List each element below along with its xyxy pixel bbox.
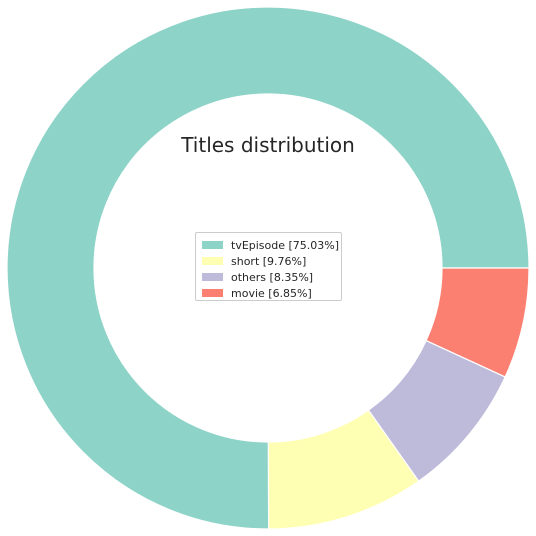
slice-tvepisode [6, 6, 530, 530]
legend-label-short: short [9.76%] [231, 254, 307, 268]
chart-title: Titles distribution [181, 133, 355, 157]
legend-item-short: short [9.76%] [202, 253, 341, 269]
legend-label-tvepisode: tvEpisode [75.03%] [231, 238, 340, 252]
legend-label-others: others [8.35%] [231, 270, 314, 284]
slice-movie [425, 267, 530, 378]
legend-swatch-short [202, 257, 223, 265]
legend-swatch-others [202, 273, 223, 281]
legend-swatch-tvepisode [202, 241, 223, 249]
donut-slices [6, 6, 530, 530]
legend-swatch-movie [202, 289, 223, 297]
legend-item-others: others [8.35%] [202, 269, 341, 285]
legend-item-tvepisode: tvEpisode [75.03%] [202, 237, 341, 253]
legend-label-movie: movie [6.85%] [231, 286, 312, 300]
legend-item-movie: movie [6.85%] [202, 285, 341, 301]
chart-legend: tvEpisode [75.03%] short [9.76%] others … [195, 232, 342, 301]
